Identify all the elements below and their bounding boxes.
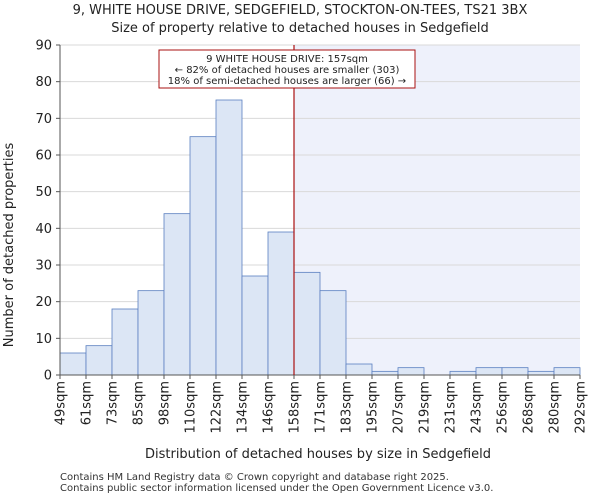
- x-tick-label: 256sqm: [496, 381, 511, 434]
- histogram-bar: [319, 290, 347, 376]
- y-tick-label: 60: [35, 149, 52, 164]
- histogram-chart: 0 10 20 30 40 50 60 70 80 90 49sqm 61sqm 73sqm 85sqm 9…: [2, 39, 589, 463]
- histogram-bar: [345, 363, 373, 376]
- y-tick-label: 70: [35, 112, 52, 127]
- histogram-bar: [59, 352, 87, 376]
- annotation-line-2: ← 82% of detached houses are smaller (30…: [175, 65, 400, 76]
- histogram-bar: [501, 367, 529, 376]
- annotation-box: [158, 49, 416, 89]
- x-tick-label: 73sqm: [106, 381, 121, 425]
- x-tick-label: 292sqm: [574, 381, 589, 434]
- x-tick-label: 231sqm: [444, 381, 459, 434]
- x-tick-label: 171sqm: [314, 381, 329, 434]
- x-tick-label: 280sqm: [548, 381, 563, 434]
- y-tick-label: 20: [35, 295, 52, 310]
- y-tick-label: 40: [35, 222, 52, 237]
- annotation-line-3: 18% of semi-detached houses are larger (…: [168, 76, 406, 87]
- histogram-bar: [267, 231, 295, 376]
- y-tick-label: 10: [35, 332, 52, 347]
- histogram-bar: [241, 275, 269, 376]
- attribution-footer: Contains HM Land Registry data © Crown c…: [60, 472, 493, 494]
- x-axis-title: Distribution of detached houses by size …: [145, 447, 491, 462]
- histogram-bar: [85, 345, 113, 376]
- x-tick-label: 61sqm: [80, 381, 95, 425]
- title-line-1: 9, WHITE HOUSE DRIVE, SEDGEFIELD, STOCKT…: [72, 3, 528, 18]
- x-tick-label: 49sqm: [54, 381, 69, 425]
- x-tick-label: 268sqm: [522, 381, 537, 434]
- x-tick-label: 122sqm: [210, 381, 225, 434]
- histogram-bar: [189, 136, 217, 376]
- y-tick-label: 50: [35, 185, 52, 200]
- attribution-line-2: Contains public sector information licen…: [60, 483, 494, 494]
- annotation-line-1: 9 WHITE HOUSE DRIVE: 157sqm: [206, 54, 368, 65]
- x-tick-label: 207sqm: [392, 381, 407, 434]
- histogram-bar: [475, 367, 503, 376]
- histogram-bar: [553, 367, 581, 376]
- histogram-bar: [527, 370, 555, 376]
- attribution-line-1: Contains HM Land Registry data © Crown c…: [60, 472, 449, 483]
- y-tick-label: 0: [44, 369, 52, 384]
- histogram-bar: [371, 370, 399, 376]
- x-tick-label: 134sqm: [236, 381, 251, 434]
- y-axis-title: Number of detached properties: [2, 143, 17, 348]
- histogram-bar: [111, 308, 139, 376]
- x-tick-label: 98sqm: [158, 381, 173, 425]
- histogram-bar: [137, 290, 165, 376]
- x-tick-label: 219sqm: [418, 381, 433, 434]
- x-tick-label: 85sqm: [132, 381, 147, 425]
- x-tick-label: 110sqm: [184, 381, 199, 434]
- y-tick-label: 90: [35, 39, 52, 54]
- histogram-bar: [397, 367, 425, 376]
- histogram-bar: [449, 370, 477, 376]
- x-tick-label: 158sqm: [288, 381, 303, 434]
- x-tick-label: 183sqm: [340, 381, 355, 434]
- y-tick-label: 80: [35, 75, 52, 90]
- title-line-2: Size of property relative to detached ho…: [111, 21, 489, 36]
- histogram-bar: [163, 213, 191, 376]
- y-tick-label: 30: [35, 259, 52, 274]
- chart-title: 9, WHITE HOUSE DRIVE, SEDGEFIELD, STOCKT…: [0, 2, 600, 38]
- histogram-bar: [293, 271, 321, 376]
- x-tick-label: 195sqm: [366, 381, 381, 434]
- x-tick-label: 243sqm: [470, 381, 485, 434]
- x-tick-label: 146sqm: [262, 381, 277, 434]
- histogram-bar: [215, 99, 243, 376]
